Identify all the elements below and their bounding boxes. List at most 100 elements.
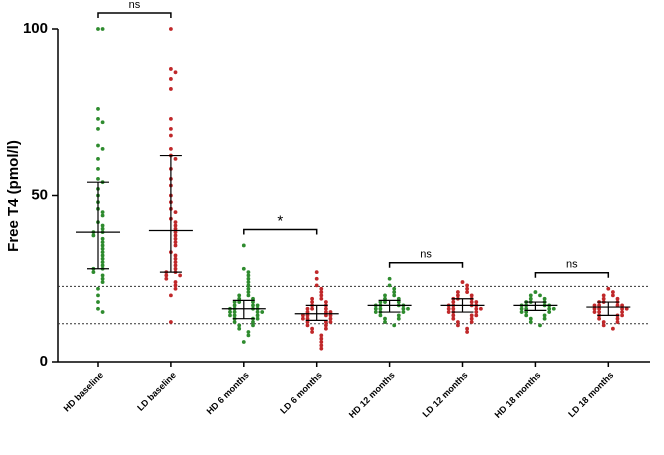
data-point [611, 326, 615, 331]
data-point [319, 286, 324, 291]
data-point [615, 296, 620, 301]
data-point [96, 107, 100, 111]
data-point [310, 306, 314, 311]
data-point [392, 323, 397, 328]
x-tick-label: LD 18 months [566, 370, 615, 419]
data-point [392, 293, 397, 298]
data-point [246, 276, 251, 281]
data-point [615, 316, 620, 321]
x-tick-label: HD 12 months [347, 370, 397, 420]
data-point [474, 300, 479, 304]
data-point [324, 310, 328, 314]
data-point [173, 70, 178, 75]
data-point [319, 340, 324, 344]
data-point [319, 346, 324, 351]
data-point [173, 286, 178, 291]
data-point [100, 276, 105, 281]
data-point [606, 286, 611, 291]
data-point [392, 290, 397, 294]
y-tick-label: 50 [31, 186, 48, 203]
data-point [246, 280, 251, 284]
data-point [173, 283, 178, 288]
data-point [100, 27, 105, 31]
data-point [592, 310, 597, 314]
data-point [305, 320, 310, 324]
data-point [465, 330, 469, 334]
significance-label: ns [420, 249, 432, 261]
data-point [383, 293, 387, 298]
data-point [396, 316, 401, 321]
data-point [528, 296, 533, 301]
data-point [100, 210, 105, 215]
data-point [251, 303, 255, 308]
data-point [173, 266, 178, 271]
data-point [319, 296, 324, 301]
significance-bracket [243, 228, 318, 235]
data-point [392, 286, 397, 291]
data-point [538, 323, 542, 328]
data-point [246, 283, 251, 288]
data-point [528, 293, 533, 298]
data-point [169, 126, 173, 131]
y-tick-label: 0 [40, 353, 48, 370]
data-point [383, 320, 387, 324]
data-point [100, 280, 105, 284]
data-point [611, 290, 615, 294]
data-point [460, 280, 465, 284]
data-point [241, 266, 246, 271]
data-point [387, 276, 392, 281]
data-point [100, 260, 105, 264]
significance-bracket [534, 271, 610, 278]
data-point [319, 333, 324, 338]
data-point [310, 326, 314, 331]
x-tick-label: HD 18 months [493, 370, 543, 420]
data-point [597, 316, 601, 321]
significance-bracket [388, 262, 464, 268]
data-point [100, 243, 105, 248]
data-point [255, 316, 260, 321]
data-point [100, 223, 105, 228]
data-point [173, 230, 178, 235]
data-point [456, 293, 460, 298]
data-point [100, 253, 105, 258]
data-point [528, 316, 533, 321]
data-point [305, 310, 310, 314]
data-point [173, 156, 178, 161]
data-point [319, 343, 324, 348]
data-point [597, 310, 601, 314]
data-point [100, 273, 105, 278]
data-point [169, 67, 173, 71]
data-point [314, 276, 319, 281]
data-point [173, 253, 178, 258]
data-point [251, 323, 255, 328]
data-point [310, 300, 314, 304]
data-point [305, 306, 310, 311]
data-point [465, 283, 469, 288]
data-point [100, 246, 105, 251]
data-point [451, 316, 456, 321]
x-tick-label: LD 12 months [420, 370, 469, 419]
data-point [173, 223, 178, 228]
data-point [96, 286, 100, 291]
data-point [324, 306, 328, 311]
data-point [519, 310, 524, 314]
data-point [96, 300, 100, 304]
data-point [324, 320, 328, 324]
data-point [241, 243, 246, 248]
data-point [251, 320, 255, 324]
data-point [469, 316, 474, 321]
data-point [597, 303, 601, 308]
data-point [96, 176, 100, 181]
data-point [96, 293, 100, 298]
data-point [328, 313, 333, 318]
data-point [91, 270, 96, 274]
data-point [255, 310, 260, 314]
data-point [314, 283, 319, 288]
data-point [378, 313, 383, 318]
data-point [169, 293, 173, 298]
data-point [387, 283, 392, 288]
data-point [96, 117, 100, 121]
data-point [456, 290, 460, 294]
data-point [597, 306, 601, 311]
data-point [451, 313, 456, 318]
